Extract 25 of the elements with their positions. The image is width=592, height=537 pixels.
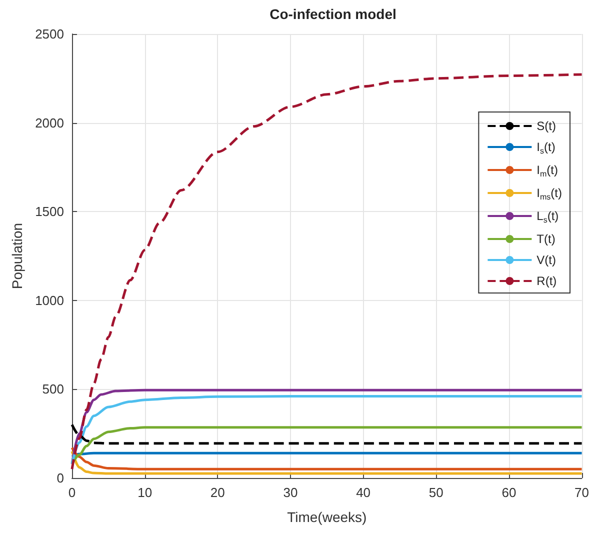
x-tick-label: 20	[210, 485, 225, 500]
legend-label: R(t)	[536, 274, 557, 288]
y-tick-label: 1000	[35, 292, 64, 308]
legend-label: T(t)	[536, 232, 556, 246]
x-tick-label: 70	[574, 485, 590, 500]
chart-title: Co-infection model	[270, 6, 396, 22]
y-tick-label: 2500	[35, 26, 64, 42]
line-series	[70, 73, 584, 470]
y-axis-title: Population	[9, 222, 26, 290]
y-tick-label: 2000	[35, 115, 64, 130]
x-axis-title: Time(weeks)	[287, 509, 367, 525]
x-tick-label: 10	[138, 485, 152, 500]
legend-label: S(t)	[536, 119, 556, 133]
x-tick-label: 50	[428, 485, 444, 500]
line-series	[70, 446, 584, 470]
legend-label: V(t)	[536, 253, 556, 267]
y-tick-label: 500	[42, 382, 64, 397]
x-tick-label: 40	[356, 485, 371, 500]
y-tick-label: 1500	[35, 204, 64, 220]
line-series	[70, 423, 584, 445]
x-tick-label: 0	[68, 485, 76, 500]
x-tick-label: 30	[283, 485, 298, 500]
y-tick-label: 0	[56, 470, 64, 486]
line-series	[70, 450, 584, 475]
x-tick-label: 60	[502, 485, 516, 500]
